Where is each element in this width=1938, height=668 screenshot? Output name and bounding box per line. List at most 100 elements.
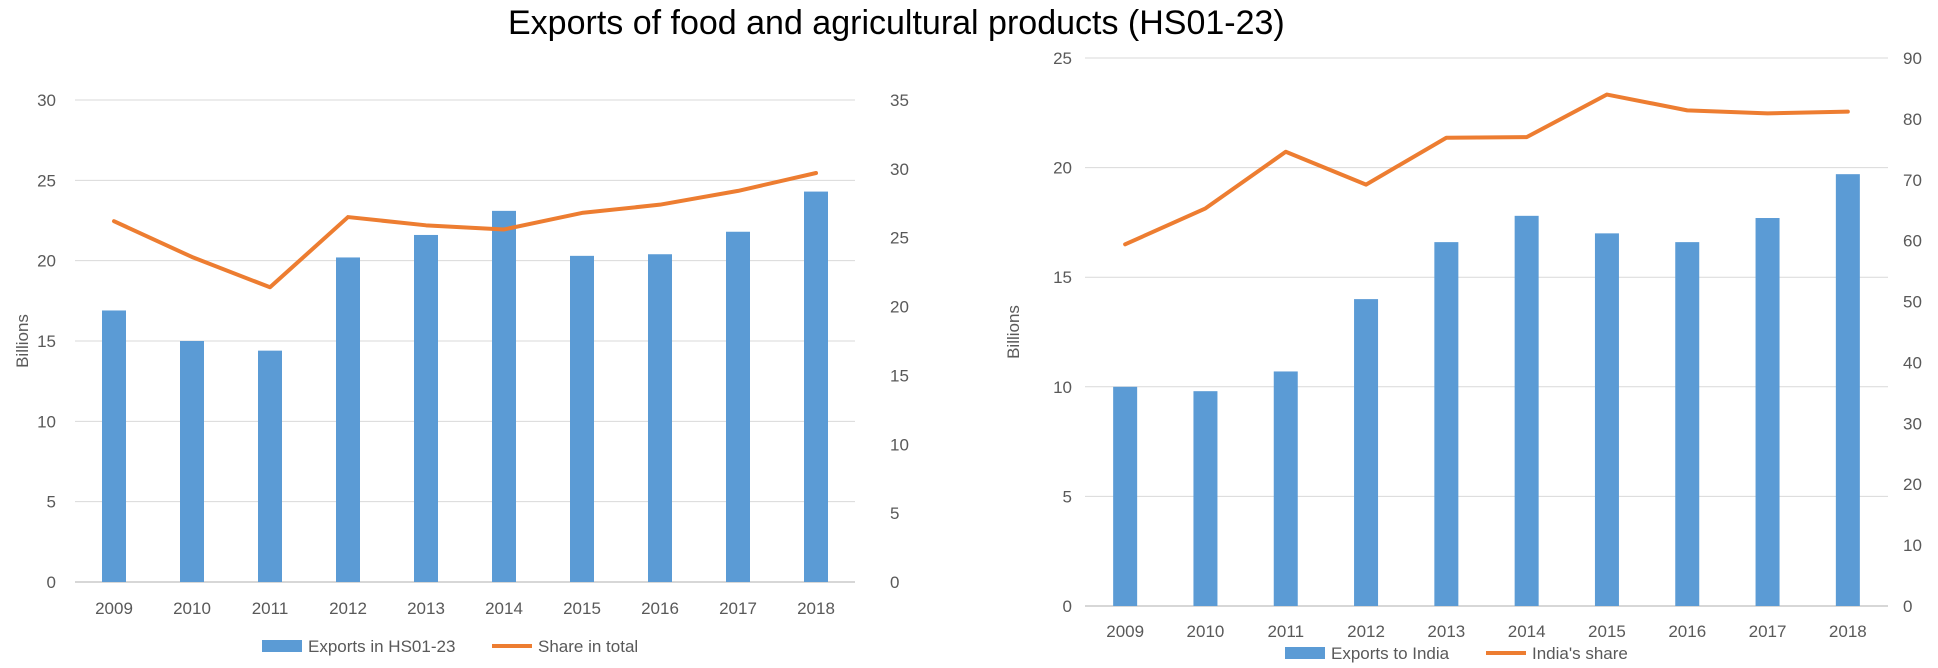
bar: [1434, 242, 1459, 607]
x-tick-label: 2015: [1588, 622, 1626, 641]
x-tick-label: 2013: [1427, 622, 1465, 641]
legend-label-line: Share in total: [538, 637, 638, 656]
line-point: [1124, 243, 1126, 245]
x-tick-label: 2018: [1829, 622, 1867, 641]
y2-tick-label: 80: [1903, 110, 1922, 129]
bar: [1514, 215, 1539, 606]
y-axis-title: Billions: [1004, 305, 1023, 359]
line-point: [1445, 137, 1447, 139]
bar: [414, 234, 438, 582]
y2-tick-label: 30: [1903, 414, 1922, 433]
line-point: [113, 220, 115, 222]
y2-tick-label: 60: [1903, 232, 1922, 251]
line-point: [1285, 151, 1287, 153]
y-tick-label: 30: [37, 91, 56, 110]
bar: [726, 231, 750, 582]
x-tick-label: 2014: [1508, 622, 1546, 641]
y-axis-title: Billions: [13, 314, 32, 368]
legend-label-bar: Exports in HS01-23: [308, 637, 455, 656]
bar: [102, 310, 126, 582]
x-tick-label: 2013: [407, 599, 445, 618]
line-point: [581, 212, 583, 214]
legend-swatch-bar: [262, 640, 302, 652]
y2-tick-label: 0: [890, 573, 899, 592]
series-line: [1123, 92, 1850, 247]
y-tick-label: 20: [1053, 159, 1072, 178]
x-tick-label: 2009: [95, 599, 133, 618]
y2-tick-label: 35: [890, 91, 909, 110]
x-tick-label: 2009: [1106, 622, 1144, 641]
bar: [1193, 391, 1218, 606]
x-tick-label: 2012: [1347, 622, 1385, 641]
line-point: [1767, 112, 1769, 114]
x-tick-label: 2011: [252, 599, 289, 618]
y2-tick-label: 10: [1903, 536, 1922, 555]
bar: [1273, 371, 1298, 606]
bar: [648, 254, 672, 583]
y2-tick-label: 15: [890, 366, 909, 385]
x-tick-label: 2011: [1267, 622, 1304, 641]
x-tick-label: 2014: [485, 599, 523, 618]
line-point: [1365, 184, 1367, 186]
x-tick-label: 2010: [173, 599, 211, 618]
line-point: [1204, 207, 1206, 209]
y2-tick-label: 25: [890, 229, 909, 248]
y2-tick-label: 5: [890, 504, 899, 523]
line-point: [269, 286, 271, 288]
legend-label-line: India's share: [1532, 644, 1628, 663]
bar: [1354, 299, 1379, 606]
line-point: [1847, 111, 1849, 113]
y2-tick-label: 40: [1903, 353, 1922, 372]
bar: [1594, 233, 1619, 607]
series-line: [112, 170, 818, 290]
x-tick-label: 2015: [563, 599, 601, 618]
x-tick-label: 2010: [1187, 622, 1225, 641]
y2-tick-label: 50: [1903, 293, 1922, 312]
bar: [570, 255, 594, 582]
x-tick-label: 2017: [1749, 622, 1787, 641]
y2-tick-label: 90: [1903, 49, 1922, 68]
line-point: [737, 190, 739, 192]
bar: [336, 257, 360, 582]
y-tick-label: 15: [37, 332, 56, 351]
bar: [804, 191, 828, 582]
bar: [180, 341, 204, 582]
bar: [258, 350, 282, 582]
x-tick-label: 2018: [797, 599, 835, 618]
y-tick-label: 15: [1053, 268, 1072, 287]
y2-tick-label: 0: [1903, 597, 1912, 616]
y-tick-label: 5: [1063, 487, 1072, 506]
line-point: [425, 224, 427, 226]
line-point: [815, 172, 817, 174]
x-tick-label: 2016: [641, 599, 679, 618]
bar: [1113, 386, 1138, 606]
y2-tick-label: 30: [890, 160, 909, 179]
y-tick-label: 0: [47, 573, 56, 592]
legend-label-bar: Exports to India: [1331, 644, 1450, 663]
x-tick-label: 2016: [1668, 622, 1706, 641]
y-tick-label: 25: [1053, 49, 1072, 68]
line-point: [1606, 94, 1608, 96]
y-tick-label: 5: [47, 493, 56, 512]
x-tick-label: 2012: [329, 599, 367, 618]
y-tick-label: 10: [1053, 378, 1072, 397]
page-title-text: Exports of food and agricultural product…: [508, 4, 1285, 42]
bar: [1675, 242, 1700, 607]
y-tick-label: 25: [37, 171, 56, 190]
y2-tick-label: 10: [890, 435, 909, 454]
y-tick-label: 10: [37, 412, 56, 431]
line-point: [1526, 136, 1528, 138]
x-tick-label: 2017: [719, 599, 757, 618]
y-tick-label: 0: [1063, 597, 1072, 616]
y2-tick-label: 20: [890, 298, 909, 317]
bar: [1755, 218, 1780, 607]
line-point: [347, 216, 349, 218]
line-point: [503, 228, 505, 230]
bar: [492, 210, 516, 583]
line-point: [1686, 109, 1688, 111]
bar: [1835, 174, 1860, 606]
y2-tick-label: 70: [1903, 171, 1922, 190]
line-point: [191, 256, 193, 258]
